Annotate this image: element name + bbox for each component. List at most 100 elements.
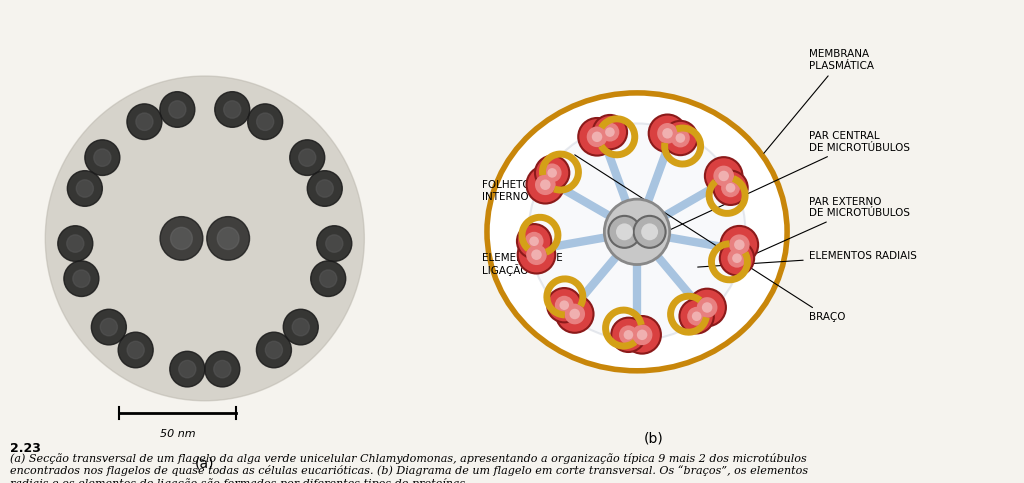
- Circle shape: [592, 131, 602, 142]
- Circle shape: [608, 216, 640, 248]
- Circle shape: [714, 166, 734, 186]
- Circle shape: [94, 149, 111, 166]
- Circle shape: [310, 261, 346, 297]
- Circle shape: [217, 227, 239, 250]
- Circle shape: [579, 118, 615, 156]
- Text: (a): (a): [195, 456, 215, 470]
- Circle shape: [569, 309, 580, 319]
- Circle shape: [57, 226, 93, 261]
- Circle shape: [63, 261, 99, 297]
- Circle shape: [265, 341, 283, 359]
- Circle shape: [526, 166, 564, 203]
- Text: PAR CENTRAL
DE MICROTÚBULOS: PAR CENTRAL DE MICROTÚBULOS: [668, 131, 909, 231]
- Text: BRAÇO: BRAÇO: [574, 155, 845, 322]
- Circle shape: [127, 341, 144, 359]
- Circle shape: [687, 307, 707, 326]
- Circle shape: [524, 232, 544, 251]
- Text: 50 nm: 50 nm: [160, 428, 196, 439]
- Circle shape: [559, 300, 569, 310]
- Circle shape: [600, 123, 620, 142]
- Circle shape: [290, 140, 325, 175]
- Circle shape: [547, 288, 582, 322]
- Circle shape: [696, 297, 718, 318]
- Circle shape: [663, 128, 673, 139]
- Circle shape: [726, 183, 735, 193]
- Ellipse shape: [487, 93, 787, 371]
- Circle shape: [257, 113, 273, 130]
- Circle shape: [671, 128, 690, 147]
- Circle shape: [604, 199, 670, 265]
- Circle shape: [593, 115, 627, 149]
- Circle shape: [664, 121, 697, 155]
- Circle shape: [517, 224, 551, 258]
- Circle shape: [118, 332, 154, 368]
- Circle shape: [207, 216, 250, 260]
- Circle shape: [624, 330, 633, 340]
- Text: MEMBRANA
PLASMÁTICA: MEMBRANA PLASMÁTICA: [764, 49, 873, 153]
- Circle shape: [688, 289, 726, 327]
- Circle shape: [714, 170, 748, 205]
- Circle shape: [215, 92, 250, 128]
- Circle shape: [326, 235, 343, 252]
- Circle shape: [179, 360, 196, 378]
- Circle shape: [68, 170, 102, 206]
- Circle shape: [136, 113, 153, 130]
- Circle shape: [223, 101, 241, 118]
- Circle shape: [67, 235, 84, 252]
- Circle shape: [734, 240, 744, 250]
- Circle shape: [555, 296, 573, 314]
- Circle shape: [648, 114, 686, 152]
- Circle shape: [680, 299, 714, 333]
- Circle shape: [171, 227, 193, 250]
- Circle shape: [100, 318, 118, 336]
- Circle shape: [316, 180, 334, 197]
- Circle shape: [692, 312, 701, 321]
- Text: 2.23: 2.23: [10, 441, 41, 455]
- Text: FOLHETO
INTERNO: FOLHETO INTERNO: [481, 172, 559, 202]
- Circle shape: [543, 163, 561, 182]
- Circle shape: [299, 149, 315, 166]
- Circle shape: [531, 249, 542, 260]
- Circle shape: [316, 226, 352, 261]
- Circle shape: [616, 223, 633, 241]
- Circle shape: [618, 326, 638, 344]
- Circle shape: [76, 180, 93, 197]
- Circle shape: [85, 140, 120, 175]
- Circle shape: [284, 309, 318, 345]
- Text: ELEMENTOS DE
LIGAÇÃO: ELEMENTOS DE LIGAÇÃO: [481, 248, 562, 276]
- Circle shape: [160, 216, 203, 260]
- Circle shape: [214, 360, 230, 378]
- Circle shape: [587, 127, 607, 147]
- Text: (a) Secção transversal de um flagelo da alga verde unicelular Chlamydomonas, apr: (a) Secção transversal de um flagelo da …: [10, 453, 808, 483]
- Circle shape: [701, 302, 713, 313]
- Circle shape: [729, 234, 750, 255]
- Circle shape: [637, 329, 647, 340]
- Circle shape: [540, 180, 551, 190]
- Circle shape: [73, 270, 90, 287]
- Circle shape: [528, 124, 745, 340]
- Circle shape: [705, 157, 742, 195]
- Circle shape: [611, 318, 645, 352]
- Circle shape: [170, 351, 205, 387]
- Circle shape: [721, 226, 758, 264]
- Circle shape: [307, 170, 342, 206]
- Text: ELEMENTOS RADIAIS: ELEMENTOS RADIAIS: [697, 251, 916, 267]
- Text: (b): (b): [643, 431, 664, 445]
- Circle shape: [641, 223, 658, 241]
- Circle shape: [548, 168, 557, 178]
- Circle shape: [248, 104, 283, 140]
- Circle shape: [319, 270, 337, 287]
- Circle shape: [91, 309, 126, 345]
- Circle shape: [721, 178, 740, 197]
- Circle shape: [169, 101, 186, 118]
- Circle shape: [529, 237, 539, 246]
- Circle shape: [556, 295, 594, 333]
- Circle shape: [676, 133, 685, 143]
- Circle shape: [732, 254, 741, 263]
- Circle shape: [624, 316, 660, 354]
- Circle shape: [605, 128, 614, 137]
- Circle shape: [160, 92, 195, 128]
- Circle shape: [256, 332, 292, 368]
- Circle shape: [535, 156, 569, 190]
- Circle shape: [526, 244, 547, 265]
